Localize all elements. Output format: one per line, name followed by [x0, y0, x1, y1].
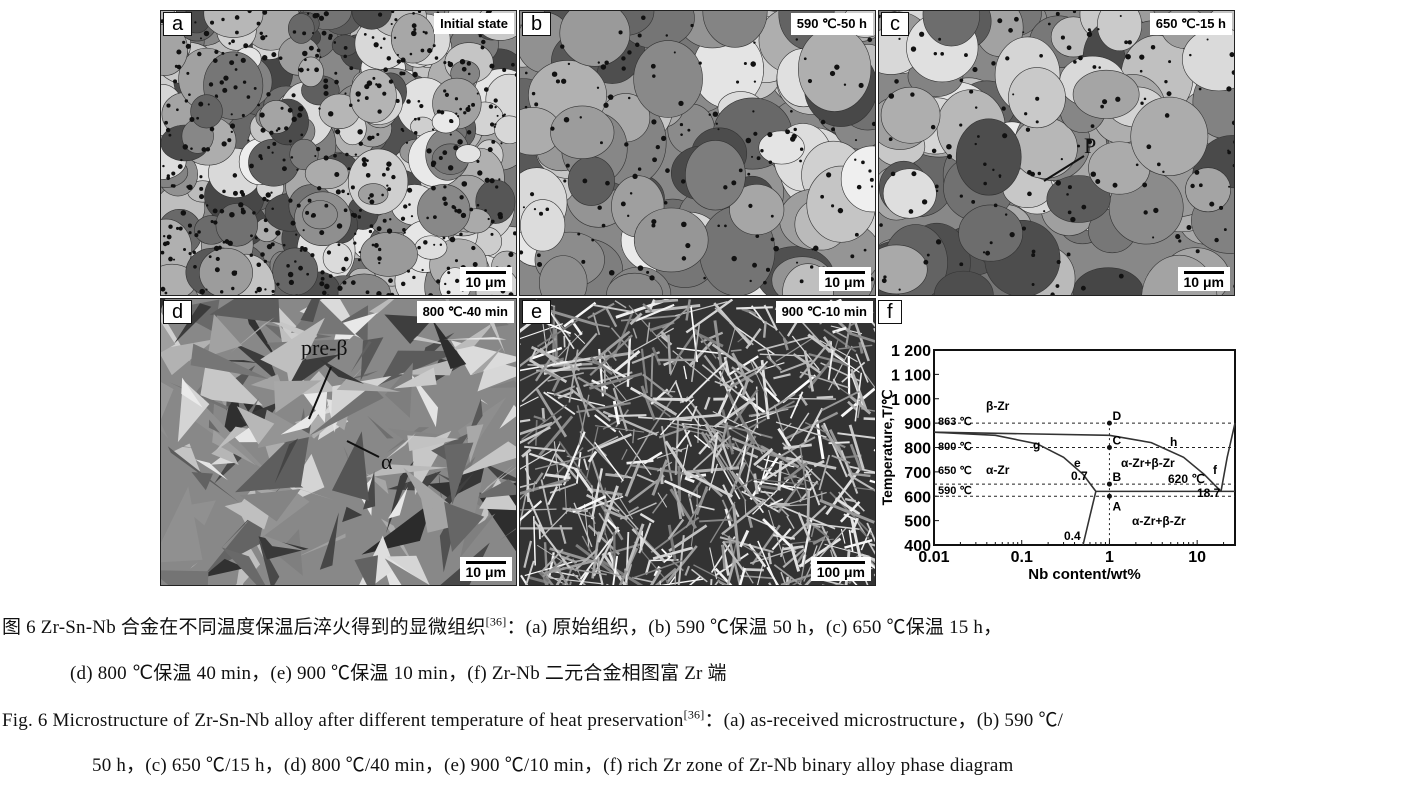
scale-bar: 100 μm — [810, 557, 871, 581]
phase-boundary — [1082, 491, 1097, 546]
phase-label: h — [1170, 435, 1177, 449]
caption-en-line2: 50 h，(c) 650 ℃/15 h，(d) 800 ℃/40 min，(e)… — [92, 755, 1014, 776]
point-A — [1106, 493, 1112, 499]
phase-label: f — [1213, 463, 1218, 477]
phase-label: 0.4 — [1064, 529, 1081, 543]
point-label: C — [1112, 434, 1121, 448]
x-axis-label: Nb content/wt% — [1028, 566, 1141, 583]
phase-label: 800 ℃ — [938, 441, 972, 453]
caption-en-line1: Fig. 6 Microstructure of Zr-Sn-Nb alloy … — [2, 705, 1063, 732]
phase-label: α-Zr+β-Zr — [1121, 456, 1175, 470]
point-D — [1106, 420, 1112, 426]
micrograph-b: b 590 ℃-50 h 10 μm — [519, 10, 876, 296]
scale-bar-label: 100 μm — [816, 561, 865, 580]
phase-boundary — [933, 431, 1222, 492]
panel-condition: 900 ℃-10 min — [775, 301, 873, 323]
caption-text: 图 6 Zr-Sn-Nb 合金在不同温度保温后淬火得到的显微组织 — [2, 617, 486, 638]
reference: [36] — [683, 707, 705, 722]
micrograph-e: e 900 ℃-10 min 100 μm — [519, 298, 876, 586]
micrograph-c: c 650 ℃-15 h 10 μm P — [878, 10, 1235, 296]
phase-label: 863 ℃ — [938, 416, 972, 428]
panel-condition: 800 ℃-40 min — [416, 301, 514, 323]
panel-label: b — [522, 12, 552, 36]
panel-condition: 590 ℃-50 h — [790, 13, 873, 35]
scale-bar-label: 10 μm — [824, 271, 865, 290]
scale-bar-label: 10 μm — [465, 271, 506, 290]
x-tick-label: 1 — [1105, 549, 1114, 566]
caption-text: Fig. 6 Microstructure of Zr-Sn-Nb alloy … — [2, 710, 684, 731]
caption-text: ：(a) as-received microstructure，(b) 590 … — [704, 710, 1064, 731]
panel-label: f — [878, 300, 902, 324]
y-tick-label: 1 000 — [891, 392, 931, 409]
y-tick-label: 1 100 — [891, 367, 931, 384]
annotation-p: P — [1084, 133, 1097, 158]
phase-label: α-Zr — [986, 463, 1010, 477]
point-label: D — [1112, 409, 1121, 423]
scale-bar: 10 μm — [459, 267, 512, 291]
panel-label: c — [881, 12, 909, 36]
y-tick-label: 600 — [904, 489, 931, 506]
caption-cn-line2: (d) 800 ℃保温 40 min，(e) 900 ℃保温 10 min，(f… — [70, 663, 727, 684]
phase-boundary — [933, 431, 1097, 492]
phase-diagram-f: f 400 500 600 700 800 900 1 000 1 100 1 200 0.01 0… — [878, 298, 1242, 588]
y-tick-label: 800 — [904, 441, 931, 458]
panel-condition: 650 ℃-15 h — [1149, 13, 1232, 35]
x-tick-label: 10 — [1188, 549, 1206, 566]
reference: [36] — [485, 614, 507, 629]
point-B — [1106, 481, 1112, 487]
phase-label: β-Zr — [986, 399, 1010, 413]
x-tick-label: 0.01 — [918, 549, 949, 566]
scale-bar: 10 μm — [1177, 267, 1230, 291]
scale-bar: 10 μm — [459, 557, 512, 581]
phase-label: g — [1033, 438, 1040, 452]
panel-label: a — [163, 12, 193, 36]
phase-boundary — [1220, 422, 1236, 492]
y-tick-label: 900 — [904, 416, 931, 433]
point-label: B — [1112, 470, 1121, 484]
y-tick-label: 500 — [904, 514, 931, 531]
phase-label: 590 ℃ — [938, 485, 972, 497]
scale-bar: 10 μm — [818, 267, 871, 291]
y-tick-label: 400 — [904, 538, 931, 555]
phase-label: e — [1074, 456, 1081, 470]
phase-label: 620 ℃ — [1168, 472, 1205, 486]
micrograph-d: d 800 ℃-40 min 10 μm pre-β α — [160, 298, 517, 586]
panel-label: e — [522, 300, 552, 324]
micrograph-a: a Initial state 10 μm — [160, 10, 517, 296]
annotation-pre-beta: pre-β — [301, 335, 348, 360]
phase-diagram-svg: 400 500 600 700 800 900 1 000 1 100 1 200 0.01 0.1… — [879, 343, 1236, 583]
y-axis-label: Temperature,T/℃ — [879, 389, 895, 505]
y-tick-label: 1 200 — [891, 343, 931, 360]
caption-text: ：(a) 原始组织，(b) 590 ℃保温 50 h，(c) 650 ℃保温 1… — [506, 617, 1003, 638]
phase-label: α-Zr+β-Zr — [1132, 514, 1186, 528]
y-tick-label: 700 — [904, 465, 931, 482]
phase-label: 0.7 — [1071, 469, 1088, 483]
panel-condition: Initial state — [434, 13, 514, 34]
phase-label: 18.7 — [1197, 486, 1221, 500]
panel-label: d — [163, 300, 193, 324]
point-label: A — [1112, 499, 1121, 513]
x-tick-label: 0.1 — [1011, 549, 1033, 566]
point-C — [1106, 445, 1112, 450]
scale-bar-label: 10 μm — [1183, 271, 1224, 290]
phase-label: 650 ℃ — [938, 465, 972, 477]
caption-cn-line1: 图 6 Zr-Sn-Nb 合金在不同温度保温后淬火得到的显微组织[36]：(a)… — [2, 612, 1002, 639]
annotation-alpha: α — [381, 449, 393, 474]
scale-bar-label: 10 μm — [465, 561, 506, 580]
